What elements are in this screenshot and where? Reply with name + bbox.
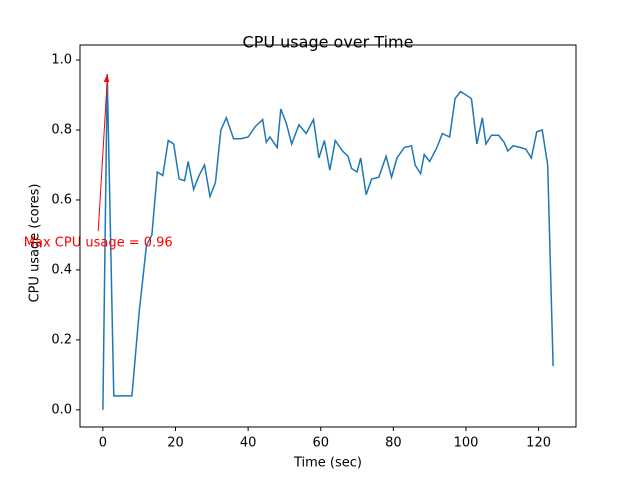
line <box>102 74 554 410</box>
annotation-text: Max CPU usage = 0.96 <box>24 236 173 251</box>
y-tick-label: 1.0 <box>51 53 72 68</box>
x-tick-label: 40 <box>240 436 257 451</box>
x-axis-label: Time (sec) <box>293 456 362 471</box>
plot-frame <box>79 44 577 428</box>
y-tick-label: 0.4 <box>51 262 72 277</box>
y-tick-label: 0.8 <box>51 123 72 138</box>
annotation-arrowhead <box>103 74 110 83</box>
x-tick-label: 80 <box>385 436 402 451</box>
x-tick-label: 60 <box>312 436 329 451</box>
chart-title: CPU usage over Time <box>243 33 414 52</box>
y-tick-label: 0.2 <box>51 332 72 347</box>
y-tick-label: 0.0 <box>51 402 72 417</box>
x-tick-label: 120 <box>526 436 551 451</box>
y-tick-label: 0.6 <box>51 192 72 207</box>
x-tick-label: 0 <box>99 436 107 451</box>
y-axis-label: CPU usage (cores) <box>28 184 43 303</box>
x-tick-label: 20 <box>167 436 184 451</box>
annotation-arrow <box>97 80 108 232</box>
x-tick-label: 100 <box>454 436 479 451</box>
